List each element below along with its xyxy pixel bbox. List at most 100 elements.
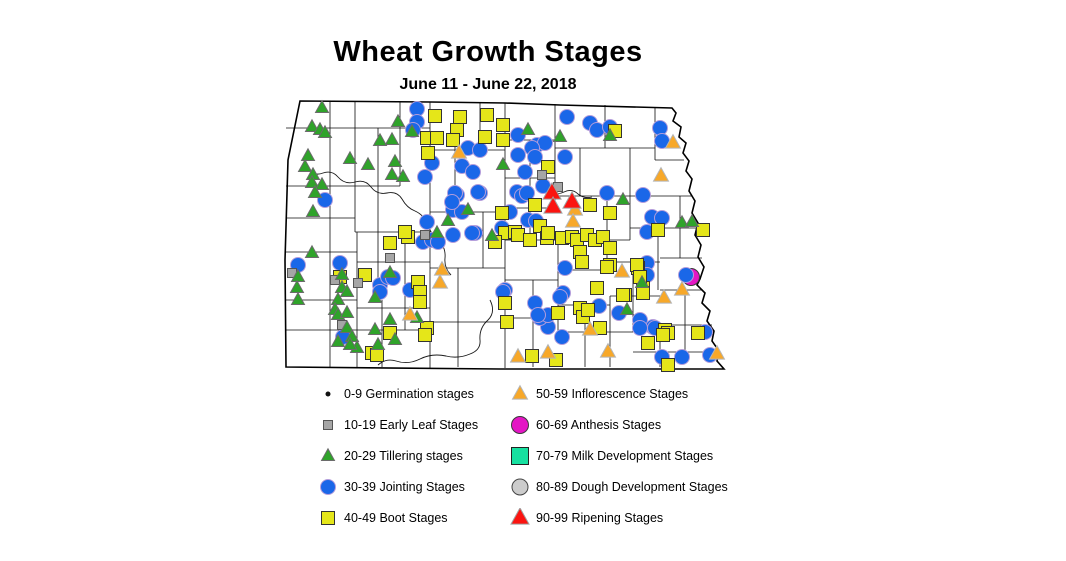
series-ripening — [542, 181, 582, 214]
early-leaf-marker — [353, 278, 363, 288]
legend-item-tillering: 20-29 Tillering stages — [316, 440, 508, 471]
tillering-marker — [619, 301, 635, 315]
boot-marker — [551, 306, 565, 320]
tillering-marker — [304, 174, 320, 188]
legend-item-early-leaf: 10-19 Early Leaf Stages — [316, 409, 508, 440]
tillering-legend-marker-icon — [320, 447, 336, 461]
chart-title: Wheat Growth Stages — [333, 36, 643, 68]
jointing-marker — [589, 122, 605, 138]
inflorescence-marker — [652, 166, 670, 182]
milk-legend-marker-icon — [511, 446, 529, 465]
boot-marker — [636, 286, 650, 300]
tillering-marker — [602, 127, 618, 141]
jointing-marker — [419, 214, 435, 230]
legend-label: 40-49 Boot Stages — [344, 510, 448, 525]
boot-marker — [428, 109, 442, 123]
boot-marker — [603, 206, 617, 220]
boot-marker — [498, 296, 512, 310]
boot-marker — [511, 228, 525, 242]
jointing-marker — [465, 164, 481, 180]
boot-marker — [583, 198, 597, 212]
legend-label: 10-19 Early Leaf Stages — [344, 417, 479, 432]
tillering-marker — [429, 224, 445, 238]
tillering-marker — [360, 156, 376, 170]
tillering-marker — [339, 304, 355, 318]
legend-label: 50-59 Inflorescence Stages — [536, 386, 689, 401]
jointing-marker — [472, 142, 488, 158]
boot-marker — [600, 260, 614, 274]
boot-marker — [616, 288, 630, 302]
tillering-marker — [297, 158, 313, 172]
ripening-legend-marker-icon — [510, 507, 530, 525]
boot-marker — [500, 315, 514, 329]
boot-marker — [696, 223, 710, 237]
tillering-marker — [390, 113, 406, 127]
legend-item-milk: 70-79 Milk Development Stages — [508, 440, 768, 471]
early-leaf-marker — [537, 170, 547, 180]
tillering-marker — [290, 268, 306, 282]
boot-marker — [651, 223, 665, 237]
tillering-marker — [314, 99, 330, 113]
ripening-marker — [562, 190, 582, 209]
boot-marker — [421, 146, 435, 160]
inflorescence-marker — [599, 342, 617, 358]
boot-marker — [525, 349, 539, 363]
tillering-marker — [342, 150, 358, 164]
tillering-marker — [330, 291, 346, 305]
boot-marker — [453, 110, 467, 124]
jointing-marker — [557, 149, 573, 165]
boot-marker — [430, 131, 444, 145]
chart-subtitle: June 11 - June 22, 2018 — [399, 76, 577, 93]
inflorescence-marker — [509, 347, 527, 363]
anthesis-legend-marker-icon — [511, 415, 529, 434]
tillering-marker — [305, 203, 321, 217]
tillering-marker — [289, 279, 305, 293]
inflorescence-legend-marker-icon — [511, 384, 529, 400]
boot-marker — [495, 206, 509, 220]
series-tillering — [289, 99, 700, 353]
jointing-marker — [464, 225, 480, 241]
tillering-marker — [342, 336, 358, 350]
tillering-marker — [615, 191, 631, 205]
inflorescence-marker — [613, 262, 631, 278]
tillering-marker — [339, 283, 355, 297]
boot-marker — [590, 281, 604, 295]
tillering-marker — [382, 264, 398, 278]
tillering-marker — [404, 123, 420, 137]
boot-marker — [370, 348, 384, 362]
dough-legend-marker-icon — [511, 478, 529, 495]
tillering-marker — [484, 227, 500, 241]
jointing-marker — [557, 260, 573, 276]
boot-marker — [496, 133, 510, 147]
boot-marker — [641, 336, 655, 350]
tillering-marker — [634, 274, 650, 288]
boot-marker — [480, 108, 494, 122]
legend-item-anthesis: 60-69 Anthesis Stages — [508, 409, 768, 440]
germination-legend-marker-icon — [325, 391, 331, 396]
boot-marker — [575, 255, 589, 269]
boot-marker — [398, 225, 412, 239]
legend-label: 80-89 Dough Development Stages — [536, 479, 728, 494]
tillering-marker — [384, 131, 400, 145]
tillering-marker — [674, 214, 690, 228]
inflorescence-marker — [433, 260, 451, 276]
boot-marker — [413, 295, 427, 309]
jointing-marker — [554, 329, 570, 345]
legend-label: 20-29 Tillering stages — [344, 448, 463, 463]
jointing-marker — [470, 184, 486, 200]
boot-marker — [603, 241, 617, 255]
legend-item-dough: 80-89 Dough Development Stages — [508, 471, 768, 502]
jointing-marker — [444, 194, 460, 210]
tillering-marker — [304, 244, 320, 258]
series-boot — [333, 108, 710, 372]
inflorescence-marker — [673, 280, 691, 296]
tillering-marker — [317, 124, 333, 138]
tillering-marker — [330, 333, 346, 347]
boot-marker — [496, 118, 510, 132]
tillering-marker — [520, 121, 536, 135]
tillering-marker — [370, 336, 386, 350]
jointing-marker — [599, 185, 615, 201]
inflorescence-marker — [655, 288, 673, 304]
